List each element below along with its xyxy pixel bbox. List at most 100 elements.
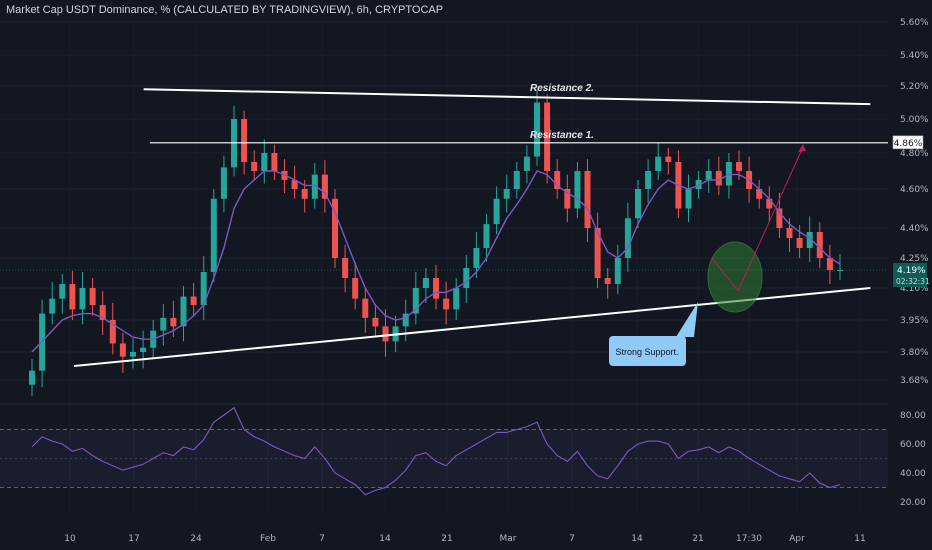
candle-body (99, 305, 106, 320)
resistance-2-label: Resistance 2. (530, 83, 594, 94)
y-tick-label: 3.68% (900, 376, 929, 386)
projection-up-line (737, 146, 804, 292)
candle-body (463, 268, 470, 288)
countdown-text: 02:32:31 (896, 277, 930, 286)
candle-body (200, 272, 207, 306)
candle-body (412, 288, 419, 314)
candle-body (554, 171, 561, 189)
support-callout-box (609, 336, 686, 366)
rsi-line (31, 406, 841, 496)
candle-body (695, 180, 702, 189)
candle-body (29, 370, 35, 385)
x-tick-label: 10 (64, 534, 76, 544)
candle-body (79, 288, 86, 310)
candle-body (513, 171, 520, 189)
rsi-tick-label: 40.00 (900, 469, 926, 479)
resistance-price-text: 4.86% (894, 139, 923, 149)
candle-body (382, 326, 389, 342)
candle-body (584, 171, 591, 228)
candle-body (342, 258, 349, 278)
y-tick-label: 3.95% (900, 316, 929, 326)
callout-pointer (676, 302, 698, 337)
candle-body (483, 224, 490, 248)
candle-body (311, 174, 318, 199)
candle-body (210, 198, 217, 272)
x-tick-label: Feb (260, 534, 276, 544)
candle-body (251, 162, 258, 171)
y-tick-label: 5.60% (900, 18, 929, 28)
candle-body (715, 171, 722, 186)
x-tick-label: 11 (854, 534, 865, 544)
candle-body (604, 278, 611, 284)
candle-body (190, 296, 197, 306)
candle-body (574, 171, 581, 209)
candle-body (655, 156, 662, 171)
candle-body (271, 153, 278, 171)
y-tick-label: 5.40% (900, 51, 929, 61)
candle-body (786, 228, 793, 238)
candle-body (59, 284, 66, 299)
projection-down-line (711, 257, 739, 292)
candle-body (594, 228, 601, 278)
x-tick-label: 24 (190, 534, 202, 544)
candle-body (635, 189, 641, 219)
candle-body (119, 343, 126, 357)
y-tick-label: 5.00% (900, 115, 929, 125)
candle-body (806, 232, 813, 248)
candle-body (241, 119, 248, 162)
candle-body (776, 208, 783, 228)
candle-body (534, 102, 540, 157)
candle-body (544, 102, 551, 171)
candle-body (493, 198, 500, 225)
resistance-2-line (143, 88, 871, 106)
candle-body (422, 278, 429, 288)
candle-body (816, 232, 823, 258)
current-price-text: 4.19% (897, 266, 926, 276)
y-tick-label: 4.10% (900, 284, 929, 294)
resistance-1-label: Resistance 1. (530, 130, 594, 141)
candle-body (705, 171, 712, 180)
y-tick-label: 4.25% (900, 254, 929, 264)
candle-body (837, 270, 843, 271)
chart-title: Market Cap USDT Dominance, % (CALCULATED… (6, 4, 444, 16)
candle-body (332, 198, 338, 258)
candle-body (796, 238, 803, 248)
candle-body (665, 156, 672, 162)
candle-body (564, 189, 571, 209)
candle-body (685, 189, 692, 209)
y-tick-label: 4.40% (900, 224, 929, 234)
x-tick-label: 21 (441, 534, 452, 544)
x-tick-label: Apr (789, 534, 805, 544)
candle-body (362, 298, 369, 318)
candle-body (443, 298, 450, 310)
candle-body (352, 278, 359, 299)
x-tick-label: 14 (379, 534, 391, 544)
candle-body (372, 317, 379, 327)
resistance-price-badge (892, 135, 924, 150)
rsi-tick-label: 60.00 (900, 440, 926, 450)
candle-body (69, 284, 76, 310)
x-tick-label: 17 (128, 534, 139, 544)
candle-body (523, 156, 530, 171)
rsi-tick-label: 20.00 (900, 498, 926, 508)
candle-body (261, 153, 268, 171)
rsi-tick-label: 80.00 (900, 411, 926, 421)
current-price-badge (893, 263, 927, 287)
x-tick-label: 14 (631, 534, 643, 544)
candle-body (645, 171, 652, 189)
y-tick-label: 3.80% (900, 348, 929, 358)
x-tick-label: 17:30 (736, 534, 762, 544)
y-tick-label: 4.60% (900, 185, 929, 195)
candle-body (109, 320, 116, 344)
candle-body (433, 278, 439, 299)
candle-body (756, 189, 763, 199)
candle-body (160, 317, 167, 331)
candle-body (291, 180, 298, 189)
projection-arrowhead (798, 144, 806, 152)
candle-body (321, 174, 328, 199)
support-zone-circle (707, 241, 763, 313)
candle-body (49, 298, 56, 314)
candle-body (220, 167, 227, 199)
